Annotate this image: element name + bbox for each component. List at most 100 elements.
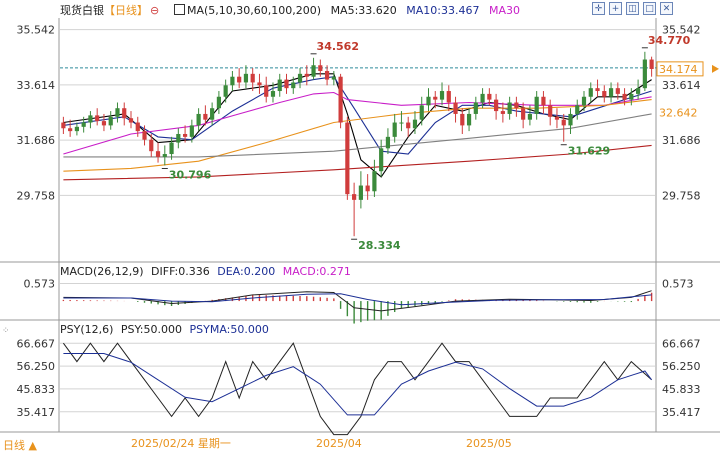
candle-body [608, 88, 614, 97]
period-button[interactable]: 日线 ▲ [3, 439, 37, 452]
candle-body [223, 85, 228, 97]
candle-body [636, 88, 641, 94]
settings-icon[interactable]: ⊖ [150, 4, 160, 17]
ma-legend-icon[interactable] [174, 4, 185, 15]
candle-body [338, 76, 343, 123]
candle-body [595, 88, 600, 92]
candle-body [581, 96, 587, 106]
main-y-tick-left: 35.542 [17, 24, 56, 37]
candle-body [284, 79, 289, 89]
candle-body [439, 91, 445, 100]
candle-body [257, 82, 262, 86]
macd-legend: MACD(26,12,9) DIFF:0.336 DEA:0.200 MACD:… [60, 265, 351, 279]
candle-body [649, 59, 654, 69]
psy-y-tick-left: 56.250 [17, 360, 56, 373]
last-price-arrow [712, 64, 719, 73]
main-y-tick-right: 33.614 [662, 79, 701, 92]
candle-body [548, 105, 553, 117]
candle-body [345, 122, 350, 195]
period-tag[interactable]: 【日线】 [104, 4, 148, 17]
candle-body [88, 115, 93, 123]
ma-legend: MA(5,10,30,60,100,200) MA5:33.620 MA10:3… [174, 3, 520, 18]
candle-body [318, 65, 323, 71]
candle-body [61, 122, 66, 129]
candle-body [176, 133, 181, 143]
candle-body [122, 108, 127, 119]
psy-y-tick-right: 45.833 [662, 383, 701, 396]
psyma-line [63, 353, 652, 416]
candle-body [243, 73, 249, 83]
candle-body [68, 128, 73, 132]
main-y-tick-right: 29.758 [662, 189, 701, 202]
candle-body [426, 96, 431, 106]
candle-body [108, 116, 113, 126]
candle-body [270, 91, 276, 97]
psy-line [62, 342, 652, 436]
candle-body [95, 115, 100, 122]
candle-body [507, 102, 512, 114]
main-y-tick-left: 31.686 [17, 134, 56, 147]
footer-date-apr: 2025/04 [316, 437, 362, 450]
candle-body [433, 96, 438, 100]
candle-body [277, 79, 282, 92]
candle-body [615, 88, 620, 94]
candle-body [460, 113, 465, 126]
last-price-marker: 34.174 [659, 63, 698, 76]
candle-body [297, 73, 303, 83]
psy-y-tick-left: 45.833 [17, 383, 56, 396]
candle-body [521, 108, 526, 120]
candle-body [399, 122, 404, 124]
candle-body [541, 96, 546, 106]
psy-label: PSY(12,6) [60, 323, 114, 336]
candle-body [575, 105, 580, 114]
ma-line-ma200 [63, 144, 652, 181]
candle-body [379, 148, 384, 172]
candle-body [392, 122, 397, 137]
crosshair-icon[interactable]: ✛ [592, 2, 605, 15]
annotation-low-label: 30.796 [169, 168, 212, 181]
candle-body [642, 59, 647, 89]
candle-body [554, 116, 560, 120]
candle-body [74, 126, 79, 132]
macd-y-tick-right: 0.573 [662, 277, 694, 290]
annotation-high-label: 34.770 [648, 34, 691, 47]
macd-value: MACD:0.271 [282, 265, 351, 278]
candle-body [561, 119, 566, 126]
candle-body [534, 96, 539, 114]
candle-body [101, 121, 107, 126]
candle-body [149, 139, 154, 152]
candle-body [602, 91, 607, 97]
header-bar: 现货白银【日线】 ⊖ [60, 3, 159, 18]
candle-body [155, 151, 161, 157]
zoom-icon[interactable]: □ [643, 2, 656, 15]
candle-body [203, 113, 208, 120]
candle-body [196, 113, 201, 126]
candle-body [324, 70, 330, 80]
candle-body [142, 131, 147, 140]
psy-y-tick-left: 35.417 [17, 406, 56, 419]
candle-body [331, 76, 336, 80]
candle-body [237, 76, 242, 83]
last-price-marker-box [656, 61, 704, 77]
candle-body [500, 111, 505, 114]
ma30-value: MA30 [489, 4, 521, 17]
candle-body [588, 88, 593, 97]
symbol-title: 现货白银 [60, 4, 104, 17]
candle-body [162, 154, 167, 157]
add-indicator-icon[interactable]: + [609, 2, 622, 15]
restore-icon[interactable]: ◫ [626, 2, 639, 15]
candle-body [264, 85, 269, 97]
candle-body [135, 122, 140, 132]
macd-diff: DIFF:0.336 [151, 265, 210, 278]
ma60-price-marker: 32.642 [659, 107, 698, 120]
candle-body [291, 82, 296, 89]
psyma-value: PSYMA:50.000 [189, 323, 269, 336]
candle-body [419, 105, 424, 120]
macd-dea: DEA:0.200 [217, 265, 276, 278]
close-icon[interactable]: ✕ [660, 2, 673, 15]
macd-y-tick-left: 0.573 [24, 277, 56, 290]
candle-body [230, 76, 235, 86]
candle-body [81, 122, 86, 127]
